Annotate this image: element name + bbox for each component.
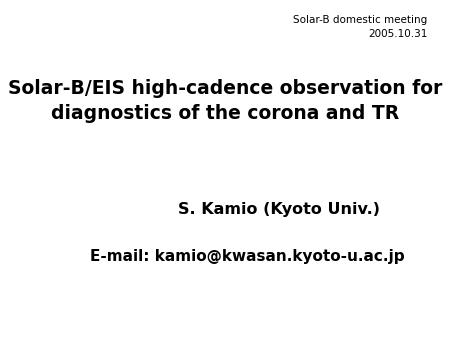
- Text: Solar-B domestic meeting
2005.10.31: Solar-B domestic meeting 2005.10.31: [293, 15, 428, 39]
- Text: S. Kamio (Kyoto Univ.): S. Kamio (Kyoto Univ.): [178, 202, 380, 217]
- Text: E-mail: kamio@kwasan.kyoto-u.ac.jp: E-mail: kamio@kwasan.kyoto-u.ac.jp: [90, 249, 405, 264]
- Text: Solar-B/EIS high-cadence observation for
diagnostics of the corona and TR: Solar-B/EIS high-cadence observation for…: [8, 79, 442, 123]
